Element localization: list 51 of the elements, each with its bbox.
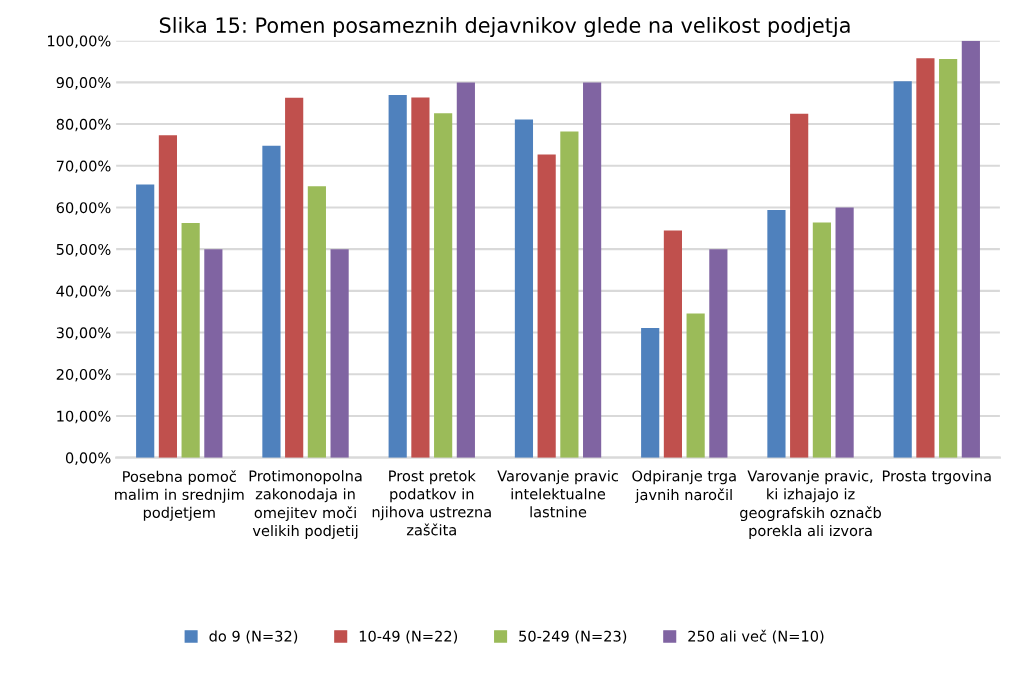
bar — [514, 119, 534, 458]
x-tick-label: Posebna pomoč malim in srednjim podjetjem — [115, 470, 244, 521]
bar — [686, 313, 705, 458]
bar — [767, 209, 786, 458]
y-tick-label: 60,00% — [56, 202, 111, 215]
bar — [790, 113, 809, 458]
bar — [307, 186, 326, 458]
bar — [583, 82, 602, 458]
legend-label: 50-249 (N=23) — [519, 630, 627, 644]
legend-label: do 9 (N=32) — [209, 630, 298, 644]
bar — [262, 145, 281, 458]
bar — [961, 40, 980, 458]
bar — [136, 184, 155, 458]
bar — [709, 249, 728, 458]
bar — [411, 97, 430, 458]
bar — [835, 207, 854, 458]
bar — [285, 97, 304, 458]
bar — [388, 94, 407, 458]
y-tick-label: 100,00% — [48, 35, 111, 48]
bar — [158, 135, 177, 458]
x-tick-label: Prosta trgovina — [882, 470, 991, 485]
y-tick-label: 0,00% — [65, 452, 111, 465]
y-tick-label: 20,00% — [56, 368, 111, 382]
y-tick-label: 80,00% — [56, 118, 111, 132]
x-tick-label: Varovanje pravic, ki izhajajo iz geografskih označb porekla ali izvora — [740, 470, 881, 540]
bar — [893, 81, 912, 458]
bar — [939, 59, 958, 458]
y-tick-label: 70,00% — [56, 160, 111, 174]
y-tick-label: 50,00% — [56, 243, 111, 257]
y-tick-label: 30,00% — [56, 327, 111, 340]
bar — [641, 327, 660, 458]
x-tick-label: Prost pretok podatkov in njihova ustrezna zaščita — [372, 470, 491, 536]
bar — [537, 154, 556, 458]
bar — [330, 249, 349, 458]
bar — [812, 222, 831, 458]
legend-label: 250 ali več (N=10) — [688, 629, 824, 644]
x-tick-label: Varovanje pravic intelektualne lastnine — [497, 470, 618, 518]
chart-title: Slika 15: Pomen posameznih dejavnikov glede na velikost podjetja — [159, 16, 850, 38]
bar — [181, 222, 200, 458]
bar — [204, 249, 223, 458]
bar — [916, 58, 935, 458]
y-tick-label: 40,00% — [56, 285, 111, 299]
bar — [560, 131, 579, 458]
legend-label: 10-49 (N=22) — [359, 630, 458, 644]
bar — [456, 82, 475, 458]
x-tick-label: Protimonopolna zakonodaja in omejitev moči velikih podjetij — [249, 470, 362, 540]
bar — [663, 230, 682, 458]
x-tick-label: Odpiranje trga javnih naročil — [632, 470, 736, 504]
y-tick-label: 10,00% — [57, 410, 111, 424]
y-tick-label: 90,00% — [56, 77, 111, 90]
bar — [434, 113, 453, 458]
